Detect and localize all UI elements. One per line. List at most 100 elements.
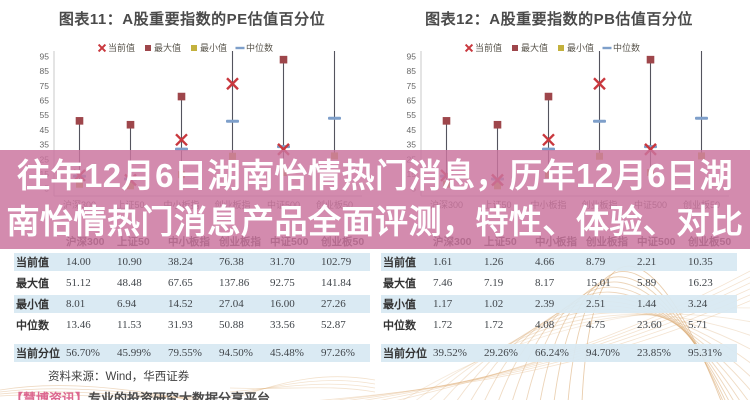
table-cell: 50.88 [219,319,244,331]
table-row: 中位数 1.72 1.72 4.08 4.75 23.60 5.71 [381,316,737,334]
table-cell: 141.84 [321,277,352,289]
table-cell: 31.93 [168,319,193,331]
table-cell: 102.79 [319,253,370,271]
source-note: 资料来源：Wind，华西证券 [48,371,190,383]
table-cell: 27.26 [319,295,370,313]
panel-pb: 图表12：A股重要指数的PB估值百分位 当前值最大值最小值中位数51525354… [381,4,737,362]
table-cell: 3.24 [686,295,737,313]
table-row: 最小值 1.17 1.02 2.39 2.51 1.44 3.24 [381,295,737,313]
svg-text:最大值: 最大值 [154,42,181,53]
svg-text:85: 85 [40,66,50,76]
table-cell: 8.79 [584,253,635,271]
svg-text:95: 95 [40,51,50,61]
table-cell: 6.94 [115,295,166,313]
table-cell: 10.90 [115,253,166,271]
row-label: 中位数 [16,320,49,332]
table-row: 当前值 14.00 10.90 38.24 76.38 31.70 102.79 [14,253,370,271]
row-label: 当前分位 [14,344,64,362]
table-cell: 31.70 [268,253,319,271]
row-label: 当前值 [381,253,431,271]
table-cell: 94.70% [584,344,635,362]
table-cell: 1.17 [431,295,482,313]
brand-name: 【慧博资讯】 [10,391,89,400]
table-row: 当前分位 56.70% 45.99% 79.55% 94.50% 45.48% 97.26% [14,344,370,362]
svg-text:75: 75 [407,81,417,91]
table-cell: 92.75 [270,277,295,289]
svg-text:中位数: 中位数 [613,42,640,53]
row-label: 当前值 [14,253,64,271]
svg-text:最小值: 最小值 [567,42,594,53]
table-cell: 137.86 [219,277,250,289]
table-cell: 97.26% [319,344,370,362]
table-row: 最大值 7.46 7.19 8.17 15.01 5.89 16.23 [381,274,737,292]
pe-chart-title: 图表11：A股重要指数的PE估值百分位 [58,11,326,28]
table-cell: 4.66 [533,253,584,271]
svg-text:65: 65 [40,95,50,105]
table-cell: 2.21 [635,253,686,271]
table-cell: 56.70% [64,344,115,362]
table-cell: 38.24 [166,253,217,271]
table-cell: 5.71 [688,319,708,331]
svg-text:最大值: 最大值 [521,42,548,53]
table-cell: 33.56 [270,319,295,331]
table-cell: 76.38 [217,253,268,271]
table-cell: 94.50% [217,344,268,362]
row-label: 最大值 [383,278,416,290]
table-cell: 29.26% [482,344,533,362]
table-cell: 4.75 [586,319,606,331]
row-label: 最大值 [16,278,49,290]
pb-chart-title: 图表12：A股重要指数的PB估值百分位 [425,11,693,28]
table-cell: 67.65 [168,277,193,289]
table-cell: 52.87 [321,319,346,331]
svg-text:75: 75 [40,81,50,91]
svg-text:55: 55 [40,110,50,120]
svg-text:当前值: 当前值 [475,42,502,53]
table-cell: 95.31% [686,344,737,362]
svg-text:45: 45 [407,125,417,135]
table-cell: 79.55% [166,344,217,362]
table-row: 当前分位 39.52% 29.26% 66.24% 94.70% 23.85% 95.31% [381,344,737,362]
table-cell: 23.60 [637,319,662,331]
table-cell: 13.46 [66,319,91,331]
table-cell: 66.24% [533,344,584,362]
table-cell: 10.35 [686,253,737,271]
pb-data-table: 沪深300上证50中小板指创业板指中证500创业板50当前值1.611.264.… [381,230,737,365]
pe-data-table: 沪深300上证50中小板指创业板指中证500创业板50当前值14.0010.90… [14,230,370,365]
overlay-text-line1: 往年12月6日湖南怡情热门消息，历年12月6日湖 [16,157,734,194]
table-cell: 1.02 [482,295,533,313]
overlay-banner: 往年12月6日湖南怡情热门消息，历年12月6日湖 南怡情热门消息产品全面评测，特… [0,150,750,249]
svg-text:45: 45 [40,125,50,135]
table-cell: 8.01 [64,295,115,313]
table-cell: 7.19 [484,277,504,289]
table-cell: 51.12 [66,277,91,289]
brand-line: 【慧博资讯】专业的投资研究大数据分享平台 [10,388,270,400]
table-cell: 48.48 [117,277,142,289]
row-label: 最小值 [381,295,431,313]
row-label: 中位数 [383,320,416,332]
table-cell: 2.51 [584,295,635,313]
table-row: 中位数 13.46 11.53 31.93 50.88 33.56 52.87 [14,316,370,334]
table-cell: 1.44 [635,295,686,313]
row-label: 当前分位 [381,344,431,362]
svg-text:中位数: 中位数 [246,42,273,53]
svg-text:95: 95 [407,51,417,61]
svg-text:最小值: 最小值 [200,42,227,53]
table-row: 最小值 8.01 6.94 14.52 27.04 16.00 27.26 [14,295,370,313]
svg-text:55: 55 [407,110,417,120]
table-cell: 8.17 [535,277,555,289]
svg-text:85: 85 [407,66,417,76]
row-label: 最小值 [14,295,64,313]
table-cell: 45.99% [115,344,166,362]
table-cell: 1.61 [431,253,482,271]
svg-text:当前值: 当前值 [108,42,135,53]
table-cell: 14.00 [64,253,115,271]
table-cell: 14.52 [166,295,217,313]
table-cell: 1.72 [484,319,504,331]
table-cell: 39.52% [431,344,482,362]
table-row: 最大值 51.12 48.48 67.65 137.86 92.75 141.84 [14,274,370,292]
table-cell: 16.23 [688,277,713,289]
panel-pe: 图表11：A股重要指数的PE估值百分位 当前值最大值最小值中位数51525354… [14,4,370,383]
table-cell: 23.85% [635,344,686,362]
table-cell: 4.08 [535,319,555,331]
